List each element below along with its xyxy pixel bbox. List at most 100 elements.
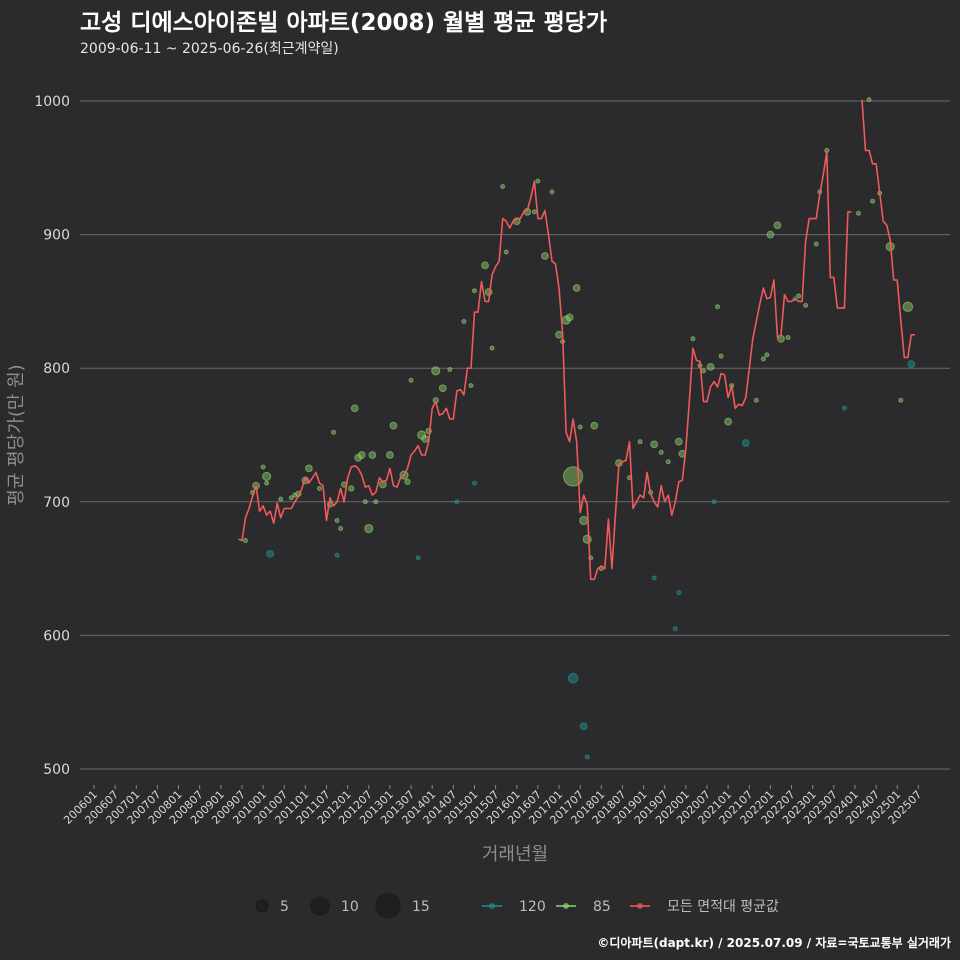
point-85 bbox=[803, 302, 809, 308]
point-85 bbox=[438, 384, 447, 393]
point-85 bbox=[316, 485, 322, 491]
point-85 bbox=[347, 485, 355, 492]
legend-size-label: 10 bbox=[341, 899, 359, 915]
point-85 bbox=[665, 459, 671, 465]
y-tick-label: 800 bbox=[43, 361, 70, 377]
point-85 bbox=[565, 313, 574, 322]
point-85 bbox=[461, 318, 467, 324]
point-85 bbox=[386, 451, 394, 459]
point-85 bbox=[362, 499, 368, 505]
point-85 bbox=[813, 241, 819, 247]
point-85 bbox=[724, 417, 733, 426]
point-85 bbox=[753, 397, 759, 403]
legend-point-swatch bbox=[563, 903, 569, 909]
point-85 bbox=[262, 471, 272, 481]
point-85 bbox=[690, 336, 696, 342]
point-85 bbox=[866, 97, 872, 103]
x-axis-label: 거래년월 bbox=[482, 844, 548, 865]
point-85 bbox=[278, 496, 284, 502]
point-120 bbox=[651, 575, 657, 581]
legend-size-swatch bbox=[310, 896, 330, 916]
point-85 bbox=[305, 464, 313, 473]
legend-point-swatch bbox=[637, 903, 643, 909]
legend-point-swatch bbox=[489, 903, 495, 909]
point-85 bbox=[334, 518, 340, 524]
source-caption: ©디아파트(dapt.kr) / 2025.07.09 / 자료=국토교통부 실… bbox=[597, 936, 951, 950]
point-85 bbox=[700, 368, 706, 374]
point-85 bbox=[718, 353, 724, 359]
point-85 bbox=[577, 424, 583, 430]
legend: 5 10 15 120 85 모든 면적대 평균값 bbox=[255, 893, 779, 919]
point-85 bbox=[373, 499, 379, 505]
point-85 bbox=[500, 184, 506, 190]
y-axis-label: 평균 평당가(만 원) bbox=[6, 364, 27, 505]
point-85 bbox=[796, 293, 802, 299]
point-120 bbox=[415, 555, 421, 561]
point-120 bbox=[266, 550, 275, 558]
point-85 bbox=[582, 534, 592, 544]
chart-subtitle: 2009-06-11 ~ 2025-06-26(최근계약일) bbox=[80, 41, 339, 57]
point-120 bbox=[741, 439, 750, 447]
point-85 bbox=[531, 209, 537, 215]
chart-title: 고성 디에스아이존빌 아파트(2008) 월별 평균 평당가 bbox=[80, 10, 608, 36]
point-85 bbox=[902, 301, 914, 313]
point-120 bbox=[907, 360, 916, 369]
point-85 bbox=[898, 397, 904, 403]
point-85 bbox=[288, 495, 294, 501]
point-85 bbox=[706, 362, 715, 371]
x-axis-ticks: 2006012006072007012007072008012008072009… bbox=[61, 785, 925, 827]
point-85 bbox=[870, 198, 876, 204]
point-85 bbox=[447, 367, 453, 373]
point-85 bbox=[242, 538, 248, 544]
point-120 bbox=[579, 722, 588, 731]
grid-lines bbox=[80, 100, 950, 770]
point-85 bbox=[650, 440, 659, 449]
point-85 bbox=[260, 464, 266, 470]
point-85 bbox=[766, 230, 775, 239]
point-85 bbox=[408, 377, 414, 383]
point-85 bbox=[368, 451, 377, 459]
point-85 bbox=[785, 334, 791, 340]
legend-size-swatch bbox=[255, 899, 269, 913]
point-85 bbox=[637, 439, 643, 445]
point-85 bbox=[421, 435, 430, 443]
legend-size-swatch bbox=[375, 893, 401, 919]
legend-item-label: 120 bbox=[519, 899, 546, 915]
point-85 bbox=[773, 221, 782, 230]
avg-line-layer bbox=[238, 99, 915, 581]
legend-size-label: 15 bbox=[412, 899, 430, 915]
point-85 bbox=[471, 288, 477, 294]
y-tick-label: 700 bbox=[43, 495, 70, 511]
point-85 bbox=[590, 421, 599, 430]
point-85 bbox=[364, 523, 374, 534]
legend-item-label: 85 bbox=[593, 899, 611, 915]
y-tick-label: 500 bbox=[43, 762, 70, 778]
point-85 bbox=[357, 451, 366, 459]
point-120 bbox=[676, 590, 682, 596]
point-85 bbox=[503, 249, 509, 255]
point-85 bbox=[489, 345, 495, 351]
point-120 bbox=[471, 480, 477, 486]
legend-item-label: 모든 면적대 평균값 bbox=[667, 899, 779, 915]
point-120 bbox=[841, 405, 847, 411]
point-120 bbox=[584, 754, 590, 760]
point-85 bbox=[579, 515, 589, 526]
point-85 bbox=[338, 526, 344, 532]
point-85 bbox=[404, 478, 411, 485]
y-tick-label: 600 bbox=[43, 628, 70, 644]
avg-price-line bbox=[238, 99, 915, 581]
point-85 bbox=[389, 421, 398, 430]
point-85 bbox=[555, 330, 563, 339]
point-85 bbox=[549, 189, 555, 195]
point-85 bbox=[541, 252, 549, 260]
y-axis-ticks: 500 600 700 800 900 1000 bbox=[34, 94, 70, 778]
point-85 bbox=[481, 261, 489, 270]
point-120 bbox=[567, 672, 579, 684]
point-85 bbox=[431, 366, 441, 376]
y-tick-label: 1000 bbox=[34, 94, 70, 110]
point-85 bbox=[658, 449, 664, 455]
point-120 bbox=[334, 552, 340, 558]
y-tick-label: 900 bbox=[43, 228, 70, 244]
point-85 bbox=[264, 480, 270, 486]
